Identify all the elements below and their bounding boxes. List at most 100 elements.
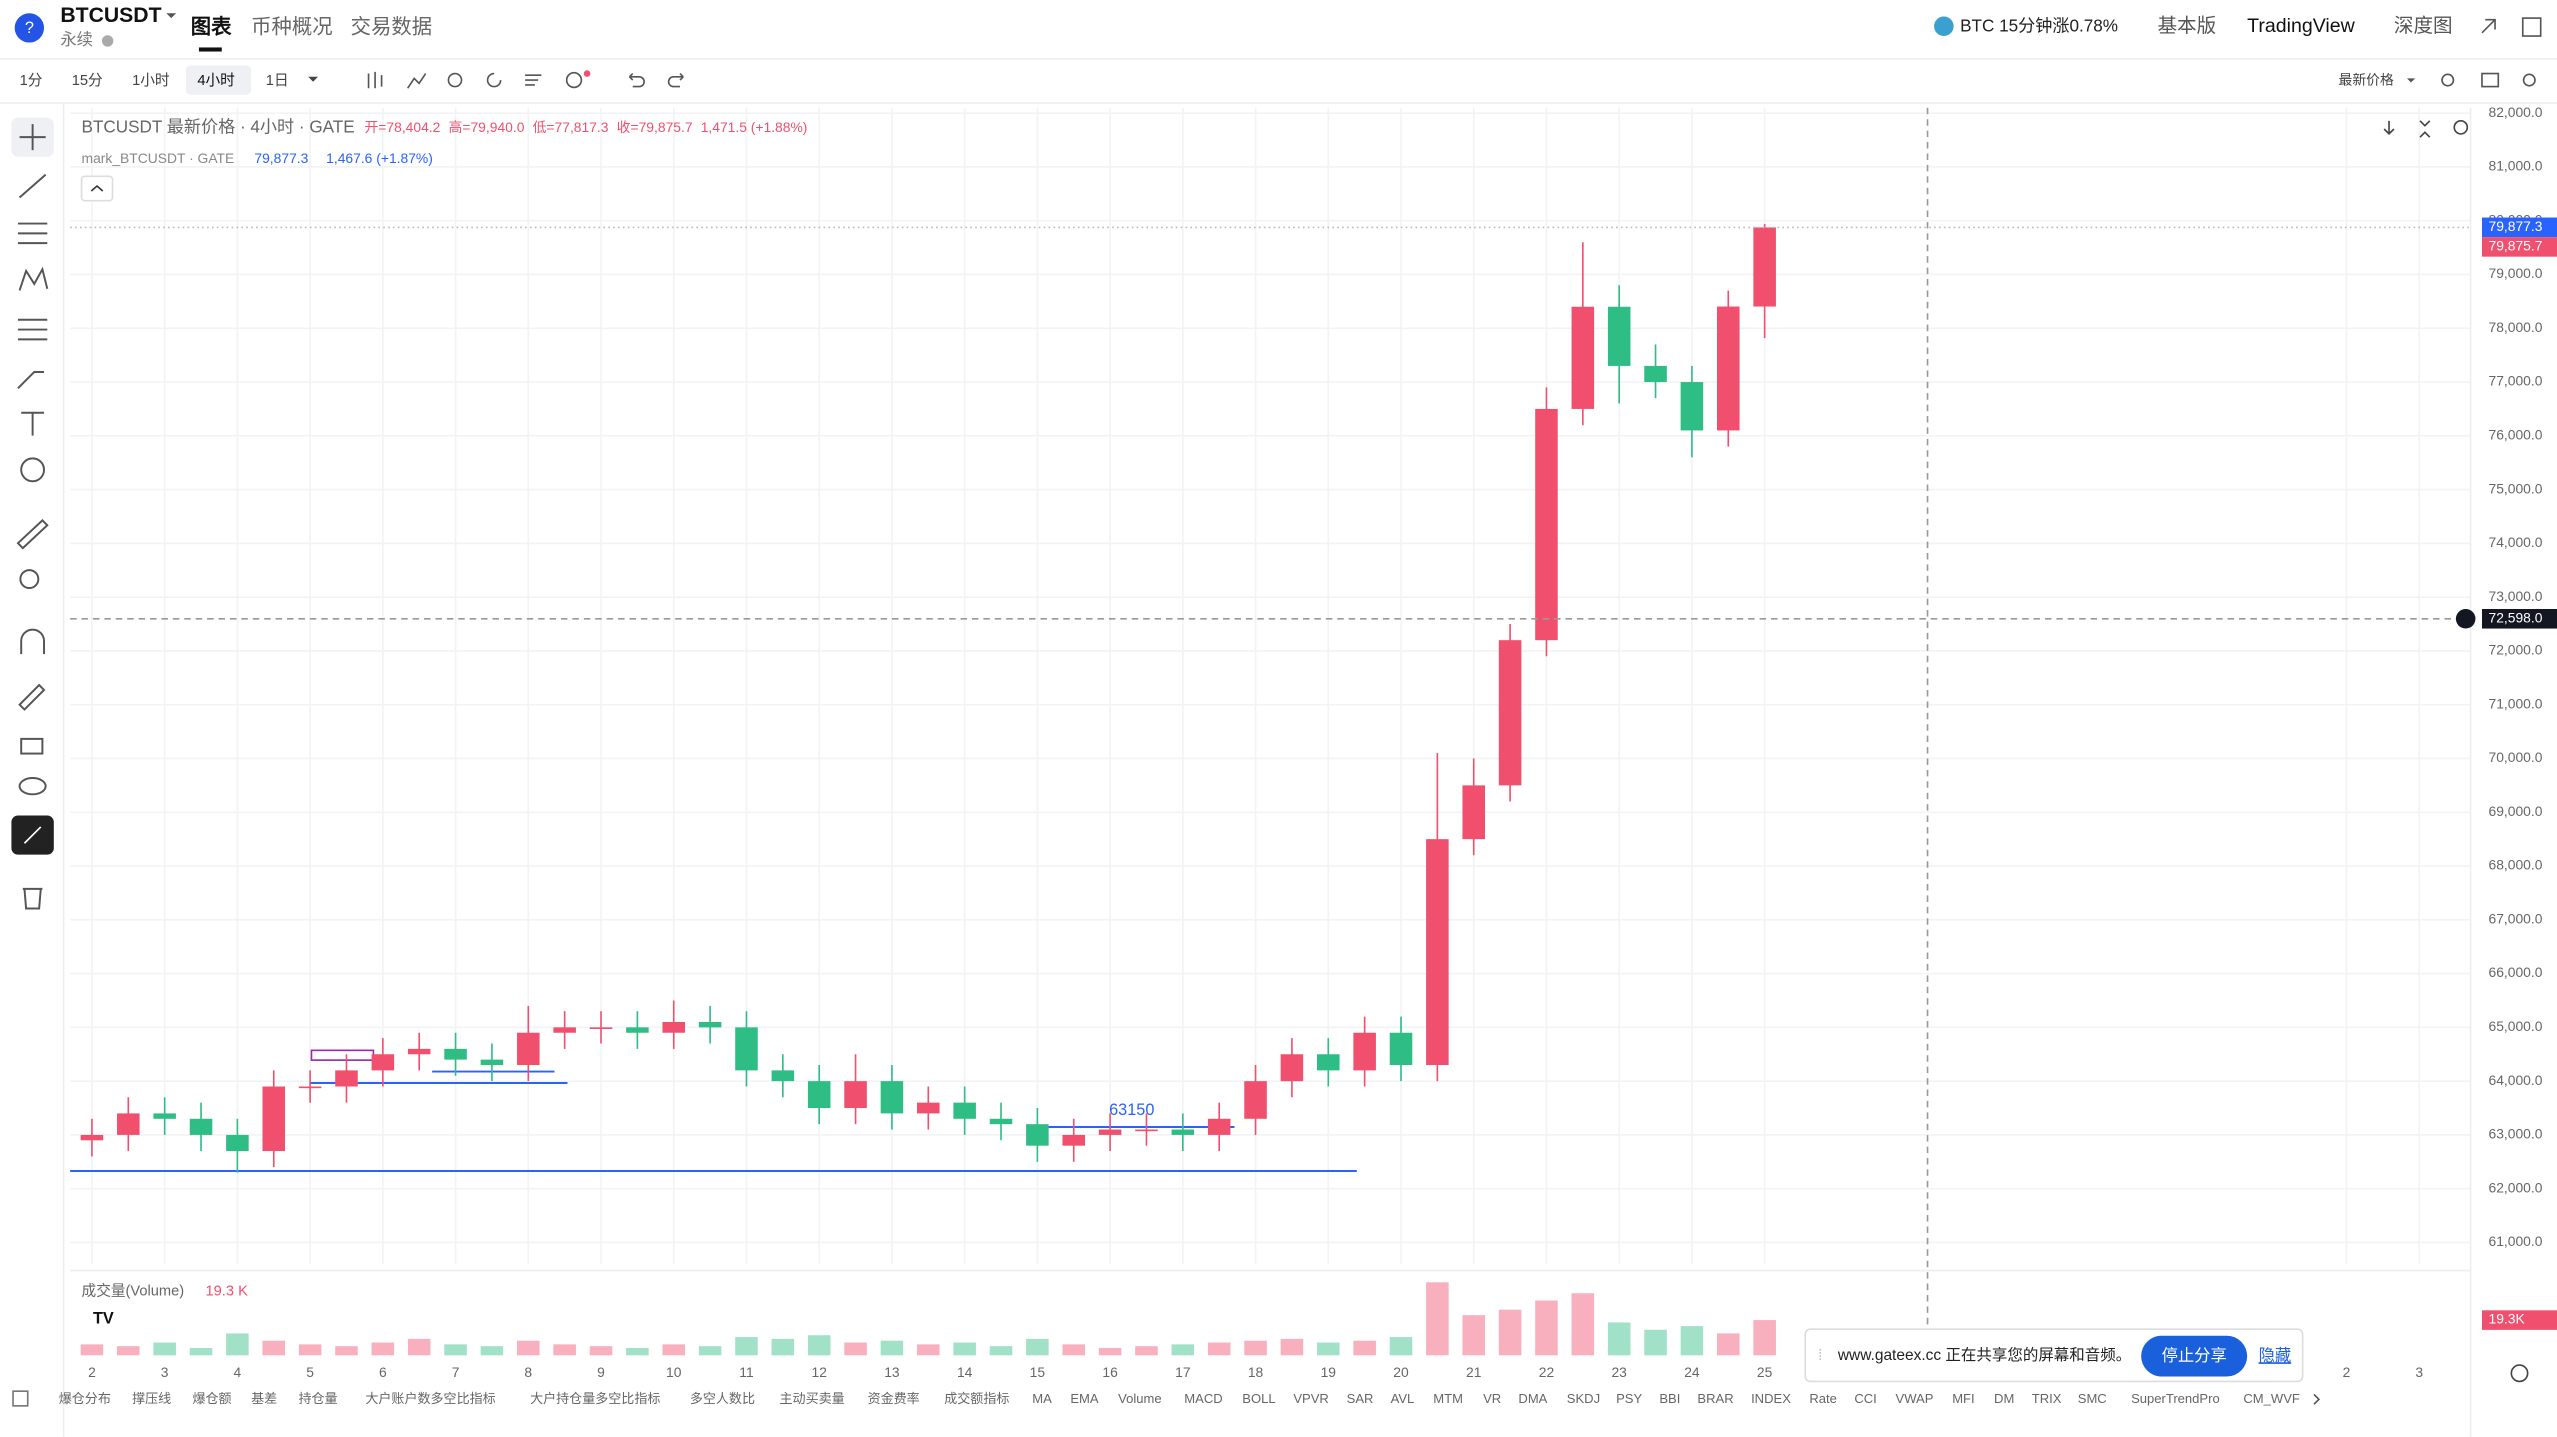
stop-share-button[interactable] — [2141, 1335, 2248, 1377]
volume-legend-value: 19.3 K — [205, 1284, 248, 1300]
indicator-tab[interactable]: AVL — [1391, 1391, 1415, 1406]
candle-body — [553, 1027, 576, 1033]
indicator-tab[interactable]: BBI — [1659, 1391, 1680, 1406]
indicator-tab[interactable]: 多空人数比 — [690, 1391, 755, 1406]
indicator-tab[interactable]: 主动买卖量 — [780, 1391, 845, 1406]
indicator-tab[interactable]: PSY — [1616, 1391, 1642, 1406]
candle-type-icon[interactable] — [367, 71, 383, 89]
candle-body — [698, 1021, 722, 1028]
fib-tool[interactable] — [17, 222, 48, 245]
undo-icon[interactable] — [628, 72, 645, 88]
lock-tool[interactable] — [20, 737, 44, 755]
more-arrow[interactable] — [2313, 1393, 2321, 1405]
indicator-tab[interactable]: SuperTrendPro — [2131, 1391, 2220, 1406]
interval[interactable]: 1日 — [266, 73, 289, 89]
calendar-icon[interactable] — [12, 1390, 29, 1407]
indicator-tab[interactable]: MACD — [1184, 1391, 1222, 1406]
indicator-tab[interactable]: BOLL — [1242, 1391, 1275, 1406]
pattern-tool[interactable] — [18, 266, 49, 291]
redo-icon[interactable] — [667, 72, 684, 88]
magnet-tool[interactable] — [20, 628, 46, 655]
stay-draw-tool[interactable] — [18, 683, 46, 711]
brush-tool[interactable] — [17, 370, 45, 389]
tab[interactable]: 交易数据 — [351, 15, 433, 38]
settings-icon[interactable] — [2522, 73, 2536, 87]
symbol[interactable]: BTCUSDT — [60, 4, 161, 27]
ticker[interactable]: BTC 15分钟涨0.78% — [1960, 17, 2118, 36]
template-icon[interactable] — [525, 74, 542, 86]
interval[interactable]: 1小时 — [132, 72, 170, 89]
candle-body — [1753, 227, 1776, 307]
indicator-tab[interactable]: TRIX — [2032, 1391, 2062, 1406]
indicator-tab[interactable]: 大户持仓量多空比指标 — [530, 1391, 660, 1406]
indicator-tab[interactable]: 资金费率 — [868, 1391, 920, 1406]
indicator-tab[interactable]: 撑压线 — [132, 1391, 171, 1406]
indicator-tab[interactable]: 持仓量 — [298, 1391, 337, 1406]
y-tick-label: 68,000.0 — [2489, 857, 2543, 873]
ruler-tool[interactable] — [16, 519, 49, 550]
indicator-icon[interactable] — [407, 73, 427, 89]
indicator-tab[interactable]: 成交额指标 — [944, 1391, 1009, 1406]
indicator-tab[interactable]: 基差 — [251, 1391, 277, 1406]
indicator-tab[interactable]: Rate — [1809, 1391, 1837, 1406]
indicator-tab[interactable]: MTM — [1433, 1391, 1463, 1406]
indicator-tab[interactable]: CM_WVF — [2243, 1391, 2300, 1406]
interval[interactable]: 15分 — [72, 72, 103, 89]
delete-tool[interactable] — [22, 887, 43, 910]
indicator-tab[interactable]: VPVR — [1293, 1391, 1329, 1406]
indicator-tab[interactable]: 爆仓分布 — [59, 1391, 111, 1406]
replay-icon[interactable] — [486, 72, 502, 88]
tab[interactable]: 图表 — [191, 14, 232, 38]
camera-icon[interactable] — [2481, 72, 2500, 88]
candle-body — [1280, 1054, 1304, 1082]
interval-caret[interactable] — [308, 76, 318, 82]
indicator-tab[interactable]: SKDJ — [1567, 1391, 1600, 1406]
expand-icon[interactable] — [2481, 18, 2496, 34]
indicator-tab[interactable]: INDEX — [1751, 1391, 1791, 1406]
hide-link[interactable]: 隐藏 — [2259, 1347, 2292, 1365]
volume-bar — [771, 1338, 795, 1356]
pane-reset[interactable] — [2453, 120, 2469, 135]
price-type[interactable]: 最新价格 — [2338, 72, 2394, 88]
indicator-tab[interactable]: BRAR — [1697, 1391, 1733, 1406]
indicator-tab[interactable]: DM — [1994, 1391, 2014, 1406]
alert-icon[interactable] — [447, 72, 463, 88]
indicator-tab[interactable]: 爆仓额 — [192, 1391, 231, 1406]
indicator-tab[interactable]: 大户账户数多空比指标 — [365, 1391, 495, 1406]
line-tool[interactable] — [18, 173, 47, 199]
zoom-tool[interactable] — [19, 569, 40, 590]
indicator-tab[interactable]: SAR — [1347, 1391, 1374, 1406]
top-link[interactable]: 基本版 — [2157, 15, 2216, 37]
window-icon[interactable] — [2521, 17, 2542, 37]
indicator-tab[interactable]: DMA — [1518, 1391, 1547, 1406]
tab[interactable]: 币种概况 — [251, 15, 333, 38]
interval[interactable]: 4小时 — [197, 72, 235, 89]
add-icon[interactable] — [565, 71, 583, 89]
top-link[interactable]: 深度图 — [2394, 15, 2453, 37]
indicator-tab[interactable]: MA — [1032, 1391, 1052, 1406]
text-tool[interactable] — [21, 411, 45, 436]
hide-tool[interactable] — [18, 777, 47, 796]
search-icon[interactable] — [2441, 73, 2455, 87]
legend-ohlc: 低=77,817.3 — [533, 119, 609, 135]
emoji-tool[interactable] — [20, 457, 46, 483]
indicator-tab[interactable]: VWAP — [1896, 1391, 1934, 1406]
indicator-tab[interactable]: CCI — [1854, 1391, 1876, 1406]
x-tick-label: 2 — [2343, 1364, 2351, 1380]
indicator-tab[interactable]: VR — [1483, 1391, 1501, 1406]
indicator-tab[interactable]: MFI — [1952, 1391, 1974, 1406]
indicator-tab[interactable]: EMA — [1070, 1391, 1099, 1406]
projection-tool[interactable] — [17, 318, 48, 341]
pane-down[interactable] — [2383, 120, 2395, 136]
axis-settings[interactable] — [2510, 1364, 2529, 1383]
crosshair-tool[interactable] — [19, 124, 46, 151]
indicator-tab[interactable]: Volume — [1118, 1391, 1161, 1406]
candle-body — [1462, 785, 1486, 840]
pane-collapse[interactable] — [2419, 120, 2431, 138]
top-link[interactable]: TradingView — [2247, 15, 2355, 37]
interval[interactable]: 1分 — [20, 72, 43, 89]
indicator-tab[interactable]: SMC — [2078, 1391, 2107, 1406]
help-icon[interactable] — [14, 13, 45, 43]
collapse-button[interactable] — [80, 175, 114, 202]
